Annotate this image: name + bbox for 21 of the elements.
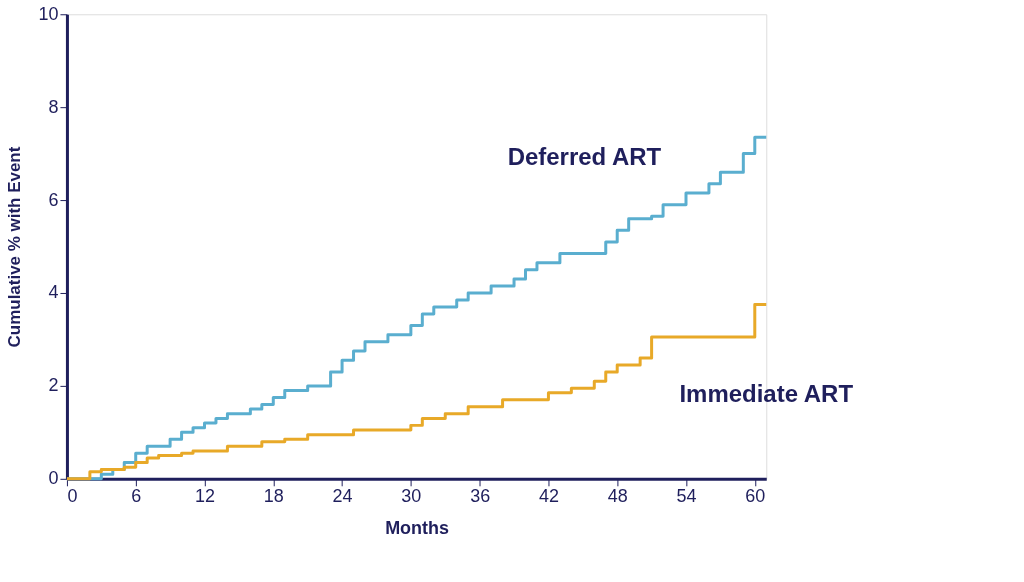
x-tick-label: 48 [607,486,628,507]
x-tick-label: 42 [538,486,559,507]
x-tick-label: 54 [676,486,697,507]
x-axis-title: Months [385,518,450,539]
y-tick-label: 4 [48,282,59,303]
x-tick-label: 18 [263,486,284,507]
x-tick-label: 12 [195,486,215,507]
series-label: Deferred ART [507,143,662,171]
y-tick-label: 0 [48,468,59,489]
series-label: Immediate ART [679,380,854,408]
y-tick-label: 8 [48,96,59,117]
x-tick-label: 30 [401,486,422,507]
x-tick-label: 24 [332,486,353,507]
y-axis-title: Cumulative % with Event [5,146,25,348]
y-tick-label: 2 [48,375,59,396]
x-tick-label: 6 [131,486,142,507]
x-tick-label: 0 [67,486,78,507]
y-tick-label: 10 [38,3,59,24]
x-tick-label: 60 [745,486,766,507]
x-tick-label: 36 [470,486,491,507]
y-tick-label: 6 [48,189,59,210]
